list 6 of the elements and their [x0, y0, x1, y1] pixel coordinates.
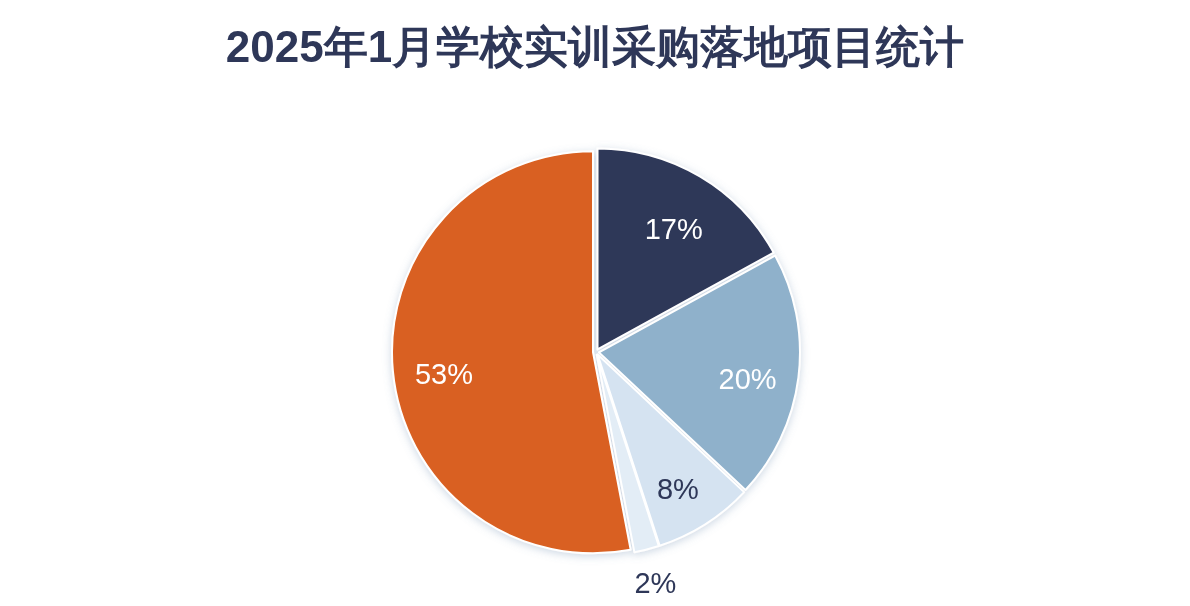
data-label: 20%: [718, 363, 777, 396]
data-label: 17%: [644, 212, 703, 245]
data-label: 53%: [414, 358, 473, 391]
data-label: 8%: [656, 472, 699, 505]
data-label: 2%: [634, 567, 677, 600]
chart-title: 2025年1月学校实训采购落地项目统计: [225, 22, 965, 71]
